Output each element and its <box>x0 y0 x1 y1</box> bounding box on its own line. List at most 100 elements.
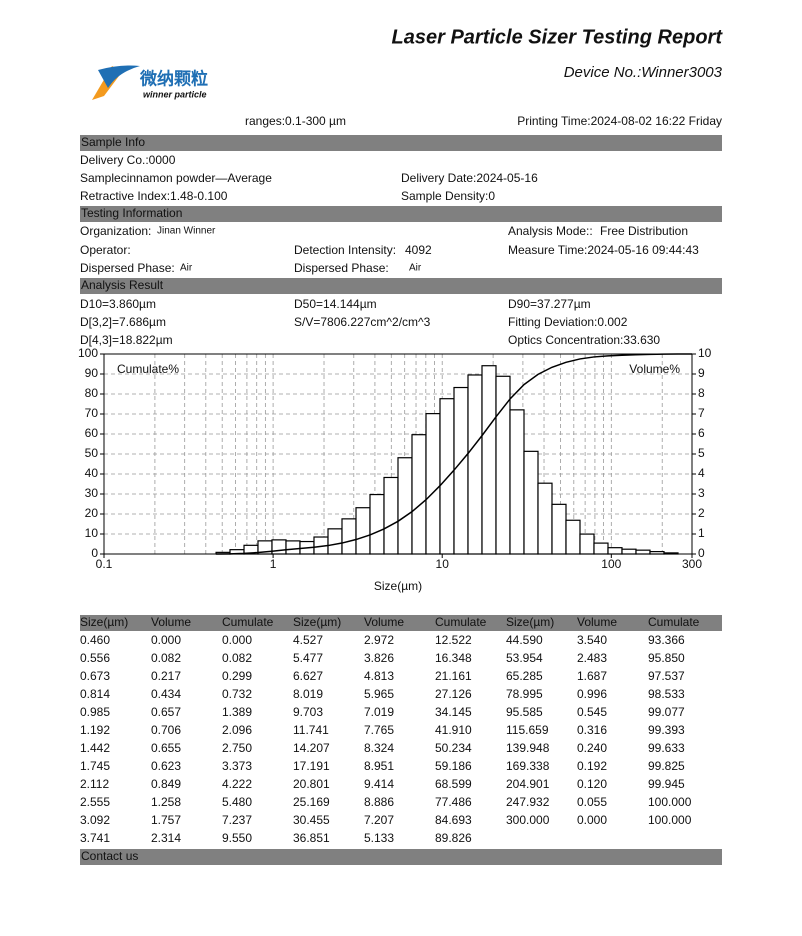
logo: 微纳颗粒 winner particle <box>92 65 208 100</box>
table-cell: 0.120 <box>577 777 607 791</box>
bar <box>453 386 469 555</box>
column-header: Cumulate <box>435 615 487 629</box>
table-cell: 9.550 <box>222 831 252 845</box>
x-tick-label: 10 <box>436 557 450 571</box>
logo-subtext: winner particle <box>143 89 207 99</box>
y-tick-label: 40 <box>85 466 99 480</box>
column-header: Cumulate <box>648 615 700 629</box>
y2-axis-title: Volume% <box>629 362 680 376</box>
bar <box>523 450 539 555</box>
x-tick-label: 0.1 <box>96 557 113 571</box>
table-cell: 11.741 <box>293 723 329 737</box>
table-cell: 6.627 <box>293 669 323 683</box>
table-cell: 0.000 <box>151 633 181 647</box>
bar <box>341 518 357 555</box>
table-cell: 0.299 <box>222 669 252 683</box>
field-value: Air <box>409 263 422 274</box>
bar <box>593 542 609 555</box>
field: Sample Density:0 <box>401 189 495 203</box>
result: D50=14.144µm <box>294 297 377 311</box>
bar <box>285 540 301 555</box>
table-cell: 20.801 <box>293 777 330 791</box>
y2-tick-label: 0 <box>698 546 705 560</box>
column-header: Volume <box>364 615 404 629</box>
bar <box>369 493 385 555</box>
result: D[4,3]=18.822µm <box>80 333 173 347</box>
table-cell: 68.599 <box>435 777 472 791</box>
table-cell: 1.389 <box>222 705 252 719</box>
table-header-bar <box>80 615 722 631</box>
table-cell: 99.825 <box>648 759 685 773</box>
table-cell: 1.757 <box>151 813 181 827</box>
table-cell: 0.623 <box>151 759 181 773</box>
table-cell: 59.186 <box>435 759 472 773</box>
table-cell: 53.954 <box>506 651 543 665</box>
x-tick-label: 100 <box>601 557 621 571</box>
table-cell: 99.393 <box>648 723 685 737</box>
table-cell: 2.555 <box>80 795 110 809</box>
table-cell: 0.000 <box>222 633 252 647</box>
field: Samplecinnamon powder—Average <box>80 171 272 185</box>
table-cell: 97.537 <box>648 669 685 683</box>
y-tick-label: 50 <box>85 446 99 460</box>
field-label: Organization: <box>80 224 151 238</box>
y-tick-label: 0 <box>91 546 98 560</box>
y2-tick-label: 2 <box>698 506 705 520</box>
table-cell: 9.414 <box>364 777 394 791</box>
table-cell: 4.527 <box>293 633 323 647</box>
bar <box>327 528 343 555</box>
bar <box>355 507 371 555</box>
field-label: Dispersed Phase: <box>80 261 175 275</box>
table-cell: 27.126 <box>435 687 472 701</box>
column-header: Size(µm) <box>80 615 128 629</box>
result: D[3,2]=7.686µm <box>80 315 166 329</box>
y2-tick-label: 6 <box>698 426 705 440</box>
y2-tick-label: 9 <box>698 366 705 380</box>
result: Optics Concentration:33.630 <box>508 333 660 347</box>
table-cell: 0.217 <box>151 669 181 683</box>
table-cell: 7.019 <box>364 705 394 719</box>
table-cell: 0.434 <box>151 687 181 701</box>
table-cell: 95.850 <box>648 651 685 665</box>
table-cell: 95.585 <box>506 705 543 719</box>
y2-tick-label: 7 <box>698 406 705 420</box>
bar <box>425 413 441 555</box>
table-cell: 2.972 <box>364 633 394 647</box>
column-header: Cumulate <box>222 615 274 629</box>
field-value: 4092 <box>405 243 432 257</box>
y-tick-label: 30 <box>85 486 99 500</box>
section-bar <box>80 206 722 222</box>
table-cell: 34.145 <box>435 705 472 719</box>
table-cell: 1.687 <box>577 669 607 683</box>
table-cell: 247.932 <box>506 795 550 809</box>
result: Fitting Deviation:0.002 <box>508 315 628 329</box>
table-cell: 98.533 <box>648 687 685 701</box>
table-cell: 17.191 <box>293 759 330 773</box>
field: Delivery Co.:0000 <box>80 153 176 167</box>
field-value: Free Distribution <box>600 224 688 238</box>
table-cell: 0.706 <box>151 723 181 737</box>
table-cell: 2.096 <box>222 723 252 737</box>
field-value: Air <box>180 263 193 274</box>
table-cell: 0.985 <box>80 705 110 719</box>
result: D10=3.860µm <box>80 297 156 311</box>
table-cell: 0.545 <box>577 705 607 719</box>
column-header: Volume <box>577 615 617 629</box>
table-cell: 30.455 <box>293 813 330 827</box>
table-cell: 41.910 <box>435 723 472 737</box>
x-axis-title: Size(µm) <box>374 579 422 593</box>
table-cell: 36.851 <box>293 831 330 845</box>
table-cell: 21.161 <box>435 669 472 683</box>
table-cell: 8.019 <box>293 687 323 701</box>
table-cell: 0.814 <box>80 687 110 701</box>
data-table: Size(µm) Volume Cumulate Size(µm) Volume Cumu… <box>80 615 700 845</box>
table-cell: 0.460 <box>80 633 110 647</box>
table-cell: 99.633 <box>648 741 685 755</box>
section-bar <box>80 278 722 294</box>
bar <box>411 434 427 555</box>
table-cell: 3.540 <box>577 633 607 647</box>
table-cell: 99.077 <box>648 705 685 719</box>
table-cell: 93.366 <box>648 633 685 647</box>
